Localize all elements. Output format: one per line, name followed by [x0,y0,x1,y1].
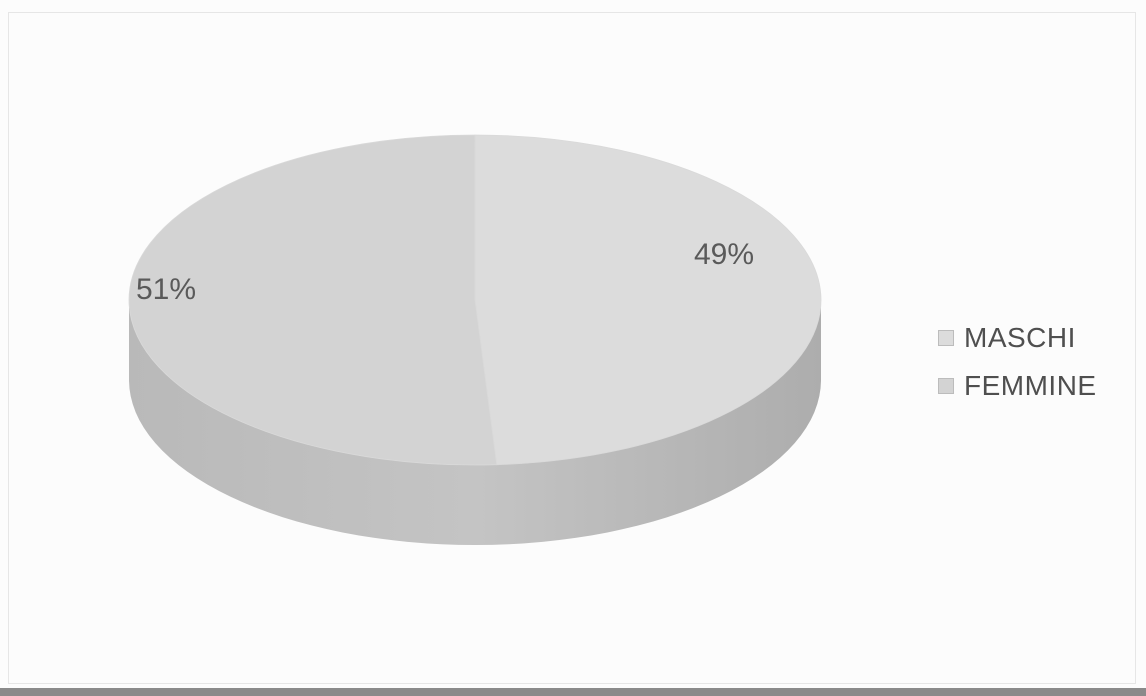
bottom-edge [0,688,1146,696]
slice-label-maschi: 49% [694,238,755,271]
pie-slice-maschi [474,134,822,466]
pie-slices [128,134,822,466]
slice-label-femmine: 51% [136,273,197,306]
legend-item-femmine: FEMMINE [938,362,1097,410]
legend-item-maschi: MASCHI [938,314,1097,362]
pie-side [129,300,821,545]
legend-label-femmine: FEMMINE [964,370,1097,401]
legend: MASCHI FEMMINE [938,314,1097,410]
legend-label-maschi: MASCHI [964,322,1076,353]
chart-border [8,12,1136,684]
pie-side-wall [129,300,821,545]
pie-slice-femmine [128,134,498,466]
legend-swatch-maschi [938,330,954,346]
legend-swatch-femmine [938,378,954,394]
